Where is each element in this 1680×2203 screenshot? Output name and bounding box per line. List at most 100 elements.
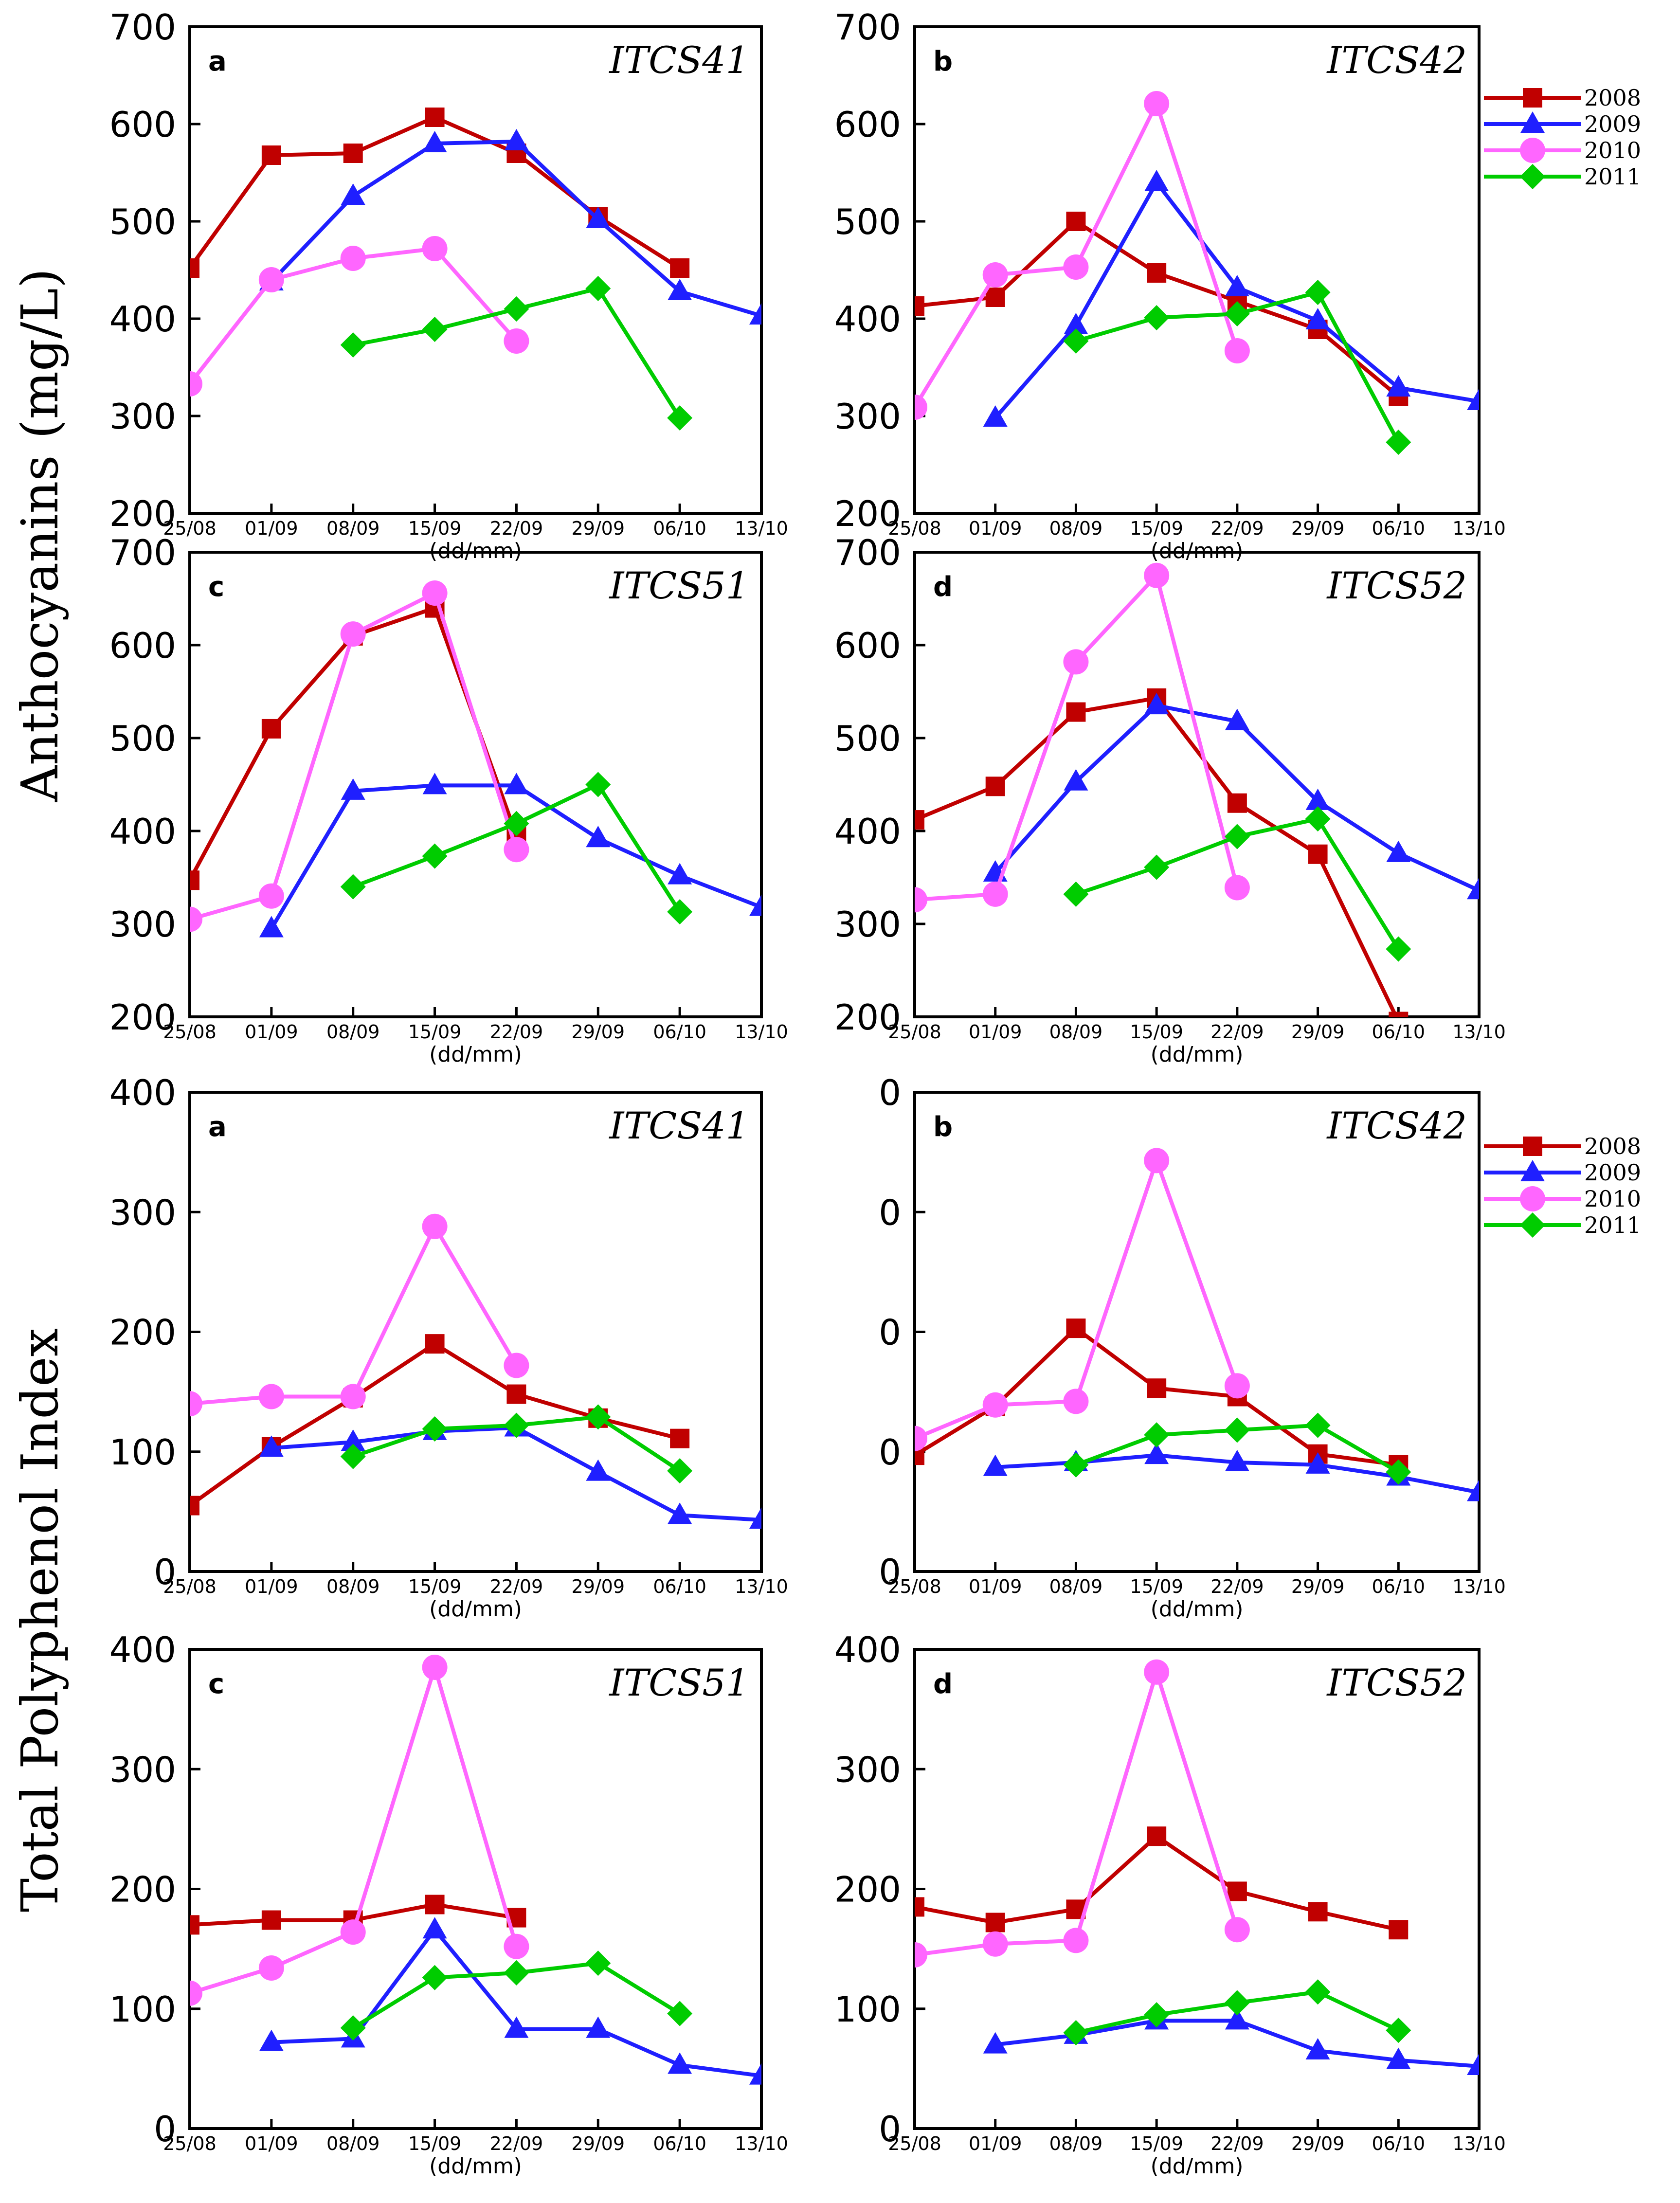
panel-letter: a [208,1111,227,1143]
chart-panel-d-itcs52: 200 300 400 500 600 700 25/08 01/09 08/09 15/09 22… [834,532,1506,1067]
x-tick-label: 08/09 [326,518,380,539]
series-group [190,1654,761,2085]
y-tick-label: 400 [834,299,901,340]
panel-letter: d [933,1668,953,1700]
data-point-2009 [504,773,529,795]
x-tick-label: 29/09 [1291,518,1345,539]
data-point-2009 [749,894,761,916]
data-point-2010 [258,1384,284,1409]
x-tick-label: 06/10 [653,2133,706,2154]
data-point-2010 [190,371,202,397]
legend-label-2009: 2009 [1584,111,1641,137]
x-axis-label: (dd/mm) [1151,2154,1244,2179]
legend-label-2010: 2010 [1584,1186,1641,1212]
data-point-2009 [422,773,447,795]
x-axis-label: (dd/mm) [429,2154,522,2179]
plot-frame [913,1091,1481,1573]
x-tick-label: 29/09 [572,2133,625,2154]
x-tick-label: 13/10 [1452,518,1506,539]
x-tick-label: 08/09 [326,2133,380,2154]
x-axis-label: (dd/mm) [429,1042,522,1067]
x-tick-label: 08/09 [326,1021,380,1043]
data-point-2010 [1224,1917,1250,1943]
y-tick-label: 200 [109,493,176,534]
data-point-2009 [504,2016,529,2038]
x-tick-label: 22/09 [1210,2133,1264,2154]
data-point-2009 [983,2032,1008,2054]
x-tick-label: 08/09 [1049,1021,1103,1043]
legend-marker-2008 [1523,1137,1542,1156]
x-tick-label: 15/09 [408,2133,462,2154]
y-tick-label: 500 [109,718,176,759]
data-point-2008 [915,1897,924,1917]
x-tick-label: 29/09 [572,1576,625,1597]
data-point-2009 [422,131,447,152]
x-tick-label: 13/10 [1452,1576,1506,1597]
data-point-2010 [422,1654,448,1680]
panel-title: ITCS42 [1326,1104,1467,1147]
x-tick-label: 15/09 [1130,518,1183,539]
data-point-2011 [504,296,529,322]
data-point-2011 [340,332,366,358]
y-tick-label: 200 [834,997,901,1038]
panel-title: ITCS52 [1326,564,1467,607]
data-point-2010 [1224,338,1250,363]
data-point-2008 [506,1384,526,1404]
panel-title: ITCS41 [608,38,749,82]
data-point-2009 [1386,2047,1411,2069]
data-point-2011 [1305,806,1331,832]
data-point-2010 [504,1933,529,1959]
data-point-2009 [586,1459,611,1481]
data-point-2011 [1144,1422,1170,1448]
panel-title: ITCS41 [608,1104,749,1147]
data-point-2008 [670,1428,690,1448]
data-point-2009 [668,2052,692,2074]
data-point-2009 [983,405,1008,427]
x-tick-label: 29/09 [572,1021,625,1043]
data-point-2011 [1386,936,1411,962]
data-point-2009 [749,1507,761,1529]
data-point-2011 [340,874,366,900]
data-point-2010 [190,1391,202,1417]
data-point-2011 [1144,305,1170,330]
data-point-2011 [1224,1417,1250,1443]
legend-marker-2009 [1520,111,1545,133]
data-point-2009 [586,826,611,848]
data-point-2011 [585,276,611,301]
data-point-2009 [1467,1480,1479,1501]
data-point-2009 [259,1435,284,1457]
data-point-2011 [1063,1452,1089,1478]
data-point-2010 [258,267,284,292]
y-tick-label: 100 [834,1989,901,2030]
polyphenol-y-axis-label: Total Polyphenol Index [10,1328,70,1912]
series-group [915,562,1479,1017]
x-tick-label: 01/09 [969,1021,1022,1043]
panel-letter: c [208,1668,224,1700]
data-point-2010 [190,906,202,932]
data-point-2009 [1064,769,1088,791]
data-point-2008 [343,144,363,163]
x-tick-label: 06/10 [1372,2133,1426,2154]
data-point-2009 [586,2016,611,2038]
x-tick-label: 15/09 [1130,1576,1183,1597]
data-point-2011 [1305,1979,1331,2005]
data-point-2010 [504,1353,529,1378]
x-tick-label: 06/10 [653,1021,706,1043]
data-point-2011 [1224,301,1250,326]
data-point-2008 [190,870,199,890]
data-point-2009 [983,1454,1008,1476]
data-point-2011 [585,1404,611,1430]
data-point-2008 [261,1910,281,1930]
data-point-2011 [504,811,529,836]
x-tick-label: 25/08 [888,1021,941,1043]
data-point-2011 [1386,1459,1411,1485]
data-point-2008 [1147,1826,1167,1846]
x-tick-label: 22/09 [1210,1021,1264,1043]
x-tick-label: 13/10 [735,2133,788,2154]
data-point-2008 [1389,1011,1409,1017]
x-tick-label: 01/09 [245,518,298,539]
y-tick-label: 200 [109,1869,176,1910]
data-point-2008 [670,258,690,278]
data-point-2011 [340,1444,366,1469]
x-tick-label: 13/10 [1452,1021,1506,1043]
